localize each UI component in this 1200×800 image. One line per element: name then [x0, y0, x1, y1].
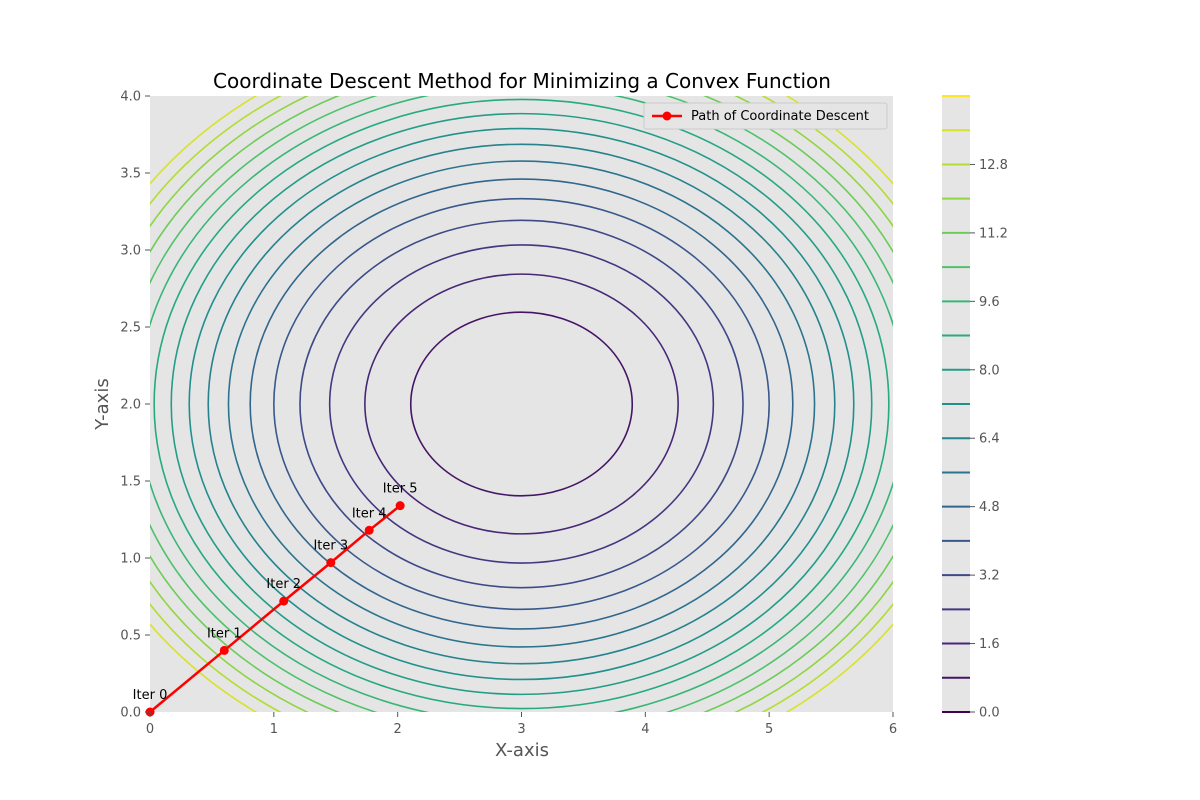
y-tick-label: 1.5 [120, 475, 141, 490]
path-point [279, 596, 289, 606]
descent-path: Iter 0 Iter 1 Iter 2 Iter 3 Iter 4 Iter 5 [133, 482, 418, 717]
x-tick-label: 2 [394, 722, 402, 737]
x-tick-label: 1 [270, 722, 278, 737]
contour-line [188, 127, 855, 681]
contour-line [364, 273, 679, 535]
colorbar-tick-label: 0.0 [979, 706, 1000, 721]
contour-line [328, 244, 715, 564]
y-axis-ticks: 0.0 0.5 1.0 1.5 2.0 2.5 3.0 3.5 4.0 [120, 90, 150, 721]
colorbar: 0.0 1.6 3.2 4.8 6.4 8.0 9.6 11.2 12.8 [942, 95, 1008, 721]
path-point [395, 501, 405, 511]
legend-box [643, 102, 888, 130]
y-tick-label: 4.0 [120, 90, 141, 105]
iteration-label: Iter 0 [133, 688, 168, 703]
contour-line [299, 219, 744, 589]
chart-title: Coordinate Descent Method for Minimizing… [213, 69, 831, 93]
x-axis-label: X-axis [495, 740, 549, 761]
y-tick-label: 2.5 [120, 321, 141, 336]
x-axis-ticks: 0 1 2 3 4 5 6 [146, 712, 897, 737]
y-tick-label: 0.5 [120, 629, 141, 644]
x-tick-label: 3 [517, 722, 525, 737]
path-point [326, 558, 336, 568]
y-tick-label: 1.0 [120, 552, 141, 567]
y-tick-label: 2.0 [120, 398, 141, 413]
y-tick-label: 3.0 [120, 244, 141, 259]
path-point [364, 525, 374, 535]
x-tick-label: 6 [889, 722, 897, 737]
contour-line [409, 311, 634, 497]
x-tick-label: 4 [641, 722, 649, 737]
colorbar-tick-label: 6.4 [979, 432, 1000, 447]
contour-line [273, 197, 770, 611]
y-tick-label: 3.5 [120, 167, 141, 182]
legend-label: Path of Coordinate Descent [691, 109, 869, 124]
contour-line [249, 178, 794, 630]
contour-line [227, 160, 816, 648]
colorbar-tick-label: 12.8 [979, 158, 1008, 173]
colorbar-tick-label: 9.6 [979, 295, 1000, 310]
legend-point-marker [662, 111, 672, 121]
colorbar-tick-label: 3.2 [979, 569, 1000, 584]
y-axis-label: Y-axis [92, 378, 113, 430]
iteration-label: Iter 3 [313, 539, 348, 554]
iteration-label: Iter 4 [352, 506, 387, 521]
contour-lines [150, 96, 893, 712]
contour-line [207, 143, 836, 665]
colorbar-tick-label: 4.8 [979, 500, 1000, 515]
x-tick-label: 0 [146, 722, 154, 737]
iteration-label: Iter 5 [383, 482, 418, 497]
colorbar-tick-label: 1.6 [979, 637, 1000, 652]
contour-line [170, 112, 873, 696]
path-point [219, 645, 229, 655]
y-tick-label: 0.0 [120, 706, 141, 721]
contour-line [153, 98, 890, 710]
legend: Path of Coordinate Descent [643, 102, 888, 130]
colorbar-tick-label: 8.0 [979, 363, 1000, 378]
colorbar-tick-label: 11.2 [979, 226, 1008, 241]
x-tick-label: 5 [765, 722, 773, 737]
path-line [149, 504, 401, 713]
iteration-label: Iter 1 [207, 626, 242, 641]
iteration-label: Iter 2 [266, 577, 301, 592]
